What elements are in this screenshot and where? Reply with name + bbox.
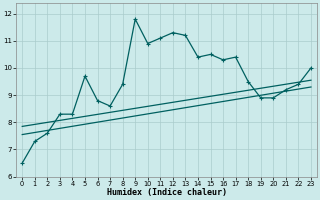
X-axis label: Humidex (Indice chaleur): Humidex (Indice chaleur): [107, 188, 227, 197]
